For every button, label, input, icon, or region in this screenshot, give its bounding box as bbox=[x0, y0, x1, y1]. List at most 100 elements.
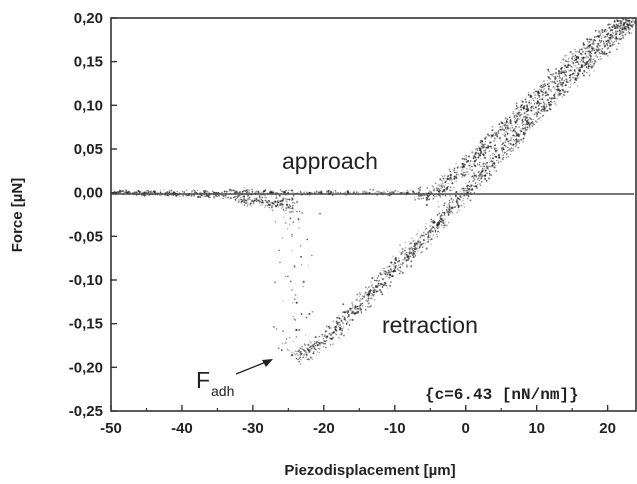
data-point bbox=[510, 150, 512, 152]
data-point bbox=[243, 201, 246, 204]
data-point bbox=[618, 23, 620, 25]
data-point bbox=[534, 97, 536, 99]
data-point bbox=[196, 189, 199, 192]
data-point bbox=[412, 240, 414, 242]
data-point bbox=[512, 112, 515, 115]
data-point bbox=[509, 139, 511, 142]
data-point bbox=[240, 200, 243, 203]
y-tick-label: -0,05 bbox=[69, 228, 103, 245]
data-point bbox=[472, 180, 474, 182]
data-point bbox=[427, 236, 430, 239]
data-point bbox=[386, 266, 389, 268]
data-point bbox=[502, 133, 504, 136]
data-point bbox=[399, 263, 401, 265]
data-point bbox=[628, 19, 631, 22]
data-point bbox=[442, 177, 445, 180]
data-point bbox=[500, 140, 502, 142]
data-point bbox=[528, 123, 531, 126]
data-point bbox=[234, 195, 237, 198]
data-point bbox=[589, 51, 592, 54]
data-point bbox=[321, 333, 324, 336]
data-point bbox=[247, 197, 249, 199]
data-point bbox=[589, 55, 592, 58]
data-point bbox=[460, 166, 462, 168]
data-point bbox=[531, 105, 534, 108]
data-point bbox=[339, 191, 342, 194]
data-point bbox=[525, 111, 527, 113]
data-point bbox=[346, 320, 349, 323]
data-point bbox=[541, 94, 544, 97]
data-point bbox=[439, 217, 441, 219]
data-point bbox=[474, 179, 476, 181]
data-point bbox=[386, 287, 389, 289]
data-point bbox=[121, 189, 124, 193]
data-point bbox=[452, 200, 454, 202]
data-point bbox=[562, 58, 565, 61]
data-point bbox=[581, 72, 584, 75]
data-point bbox=[308, 349, 311, 351]
data-point bbox=[399, 266, 402, 269]
data-point bbox=[533, 88, 535, 91]
data-point bbox=[396, 261, 399, 263]
data-point bbox=[416, 241, 420, 244]
data-point bbox=[432, 189, 435, 192]
data-point bbox=[424, 228, 427, 231]
data-point bbox=[303, 350, 306, 353]
data-point bbox=[518, 142, 521, 145]
data-point bbox=[335, 329, 338, 332]
data-point bbox=[607, 32, 610, 35]
data-point bbox=[299, 353, 302, 356]
data-point bbox=[357, 191, 360, 194]
data-point bbox=[608, 40, 610, 42]
data-point bbox=[366, 292, 368, 294]
data-point bbox=[461, 197, 463, 199]
data-point bbox=[620, 31, 622, 33]
data-point bbox=[536, 115, 538, 117]
data-point bbox=[405, 258, 408, 261]
data-point bbox=[300, 255, 303, 258]
data-point bbox=[553, 94, 555, 96]
data-point bbox=[590, 47, 593, 50]
data-point bbox=[318, 191, 320, 193]
data-point bbox=[267, 203, 270, 206]
data-point bbox=[365, 291, 367, 293]
data-point bbox=[528, 104, 531, 106]
data-point bbox=[305, 353, 308, 356]
data-point bbox=[418, 244, 421, 246]
data-point bbox=[561, 77, 564, 80]
data-point bbox=[245, 201, 247, 204]
data-point bbox=[351, 310, 354, 313]
data-point bbox=[307, 348, 309, 350]
data-point bbox=[364, 286, 367, 289]
data-point bbox=[542, 97, 544, 99]
data-point bbox=[622, 36, 625, 39]
data-point bbox=[462, 200, 464, 202]
data-point bbox=[439, 192, 441, 194]
data-point bbox=[438, 226, 440, 228]
data-point bbox=[298, 349, 300, 351]
data-point bbox=[416, 250, 419, 252]
data-point bbox=[347, 316, 349, 318]
data-point bbox=[386, 273, 389, 276]
data-point bbox=[271, 204, 274, 207]
data-point bbox=[560, 61, 562, 64]
data-point bbox=[502, 147, 504, 149]
data-point bbox=[600, 30, 603, 32]
data-point bbox=[397, 257, 400, 260]
data-point bbox=[290, 280, 292, 283]
data-point bbox=[603, 52, 605, 55]
data-point bbox=[503, 129, 506, 132]
data-point bbox=[604, 46, 606, 48]
data-point bbox=[515, 102, 518, 105]
data-point bbox=[447, 213, 450, 216]
data-point bbox=[394, 262, 397, 265]
data-point bbox=[538, 96, 540, 99]
data-point bbox=[359, 298, 362, 300]
data-point bbox=[330, 338, 333, 340]
data-point bbox=[534, 106, 537, 109]
data-point bbox=[573, 55, 575, 58]
data-point bbox=[341, 329, 343, 332]
data-point bbox=[467, 159, 469, 162]
data-point bbox=[258, 202, 261, 204]
data-point bbox=[528, 101, 531, 104]
